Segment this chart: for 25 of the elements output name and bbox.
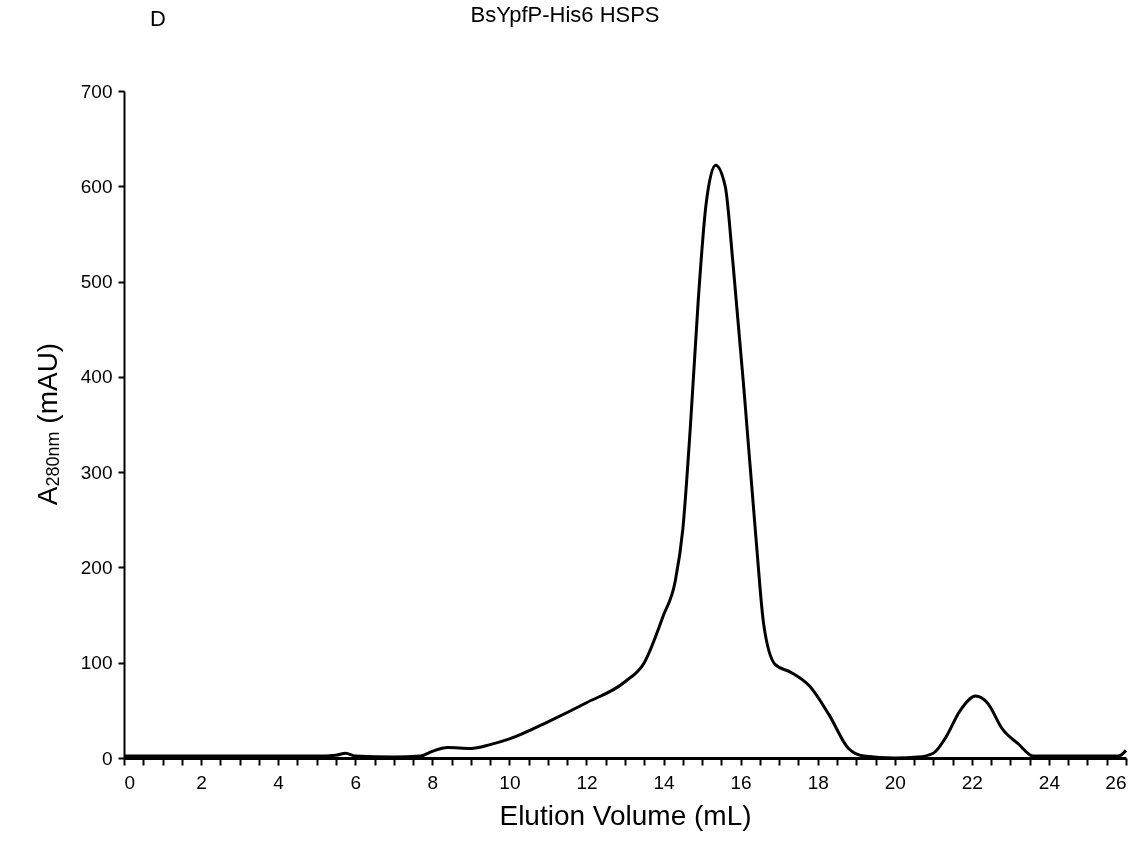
x-tick-label: 18 xyxy=(807,771,829,793)
x-tick-label: 6 xyxy=(350,771,362,793)
x-tick-label: 8 xyxy=(427,771,439,793)
y-tick-label: 600 xyxy=(80,175,113,197)
y-tick-label: 0 xyxy=(101,747,113,769)
x-tick-label: 0 xyxy=(124,771,136,793)
x-tick-label: 2 xyxy=(196,771,207,793)
x-tick-label: 22 xyxy=(961,771,983,793)
x-tick-label: 24 xyxy=(1038,771,1061,793)
x-tick-label: 4 xyxy=(273,771,285,793)
x-tick-label: 14 xyxy=(653,771,676,793)
x-tick-label: 12 xyxy=(576,771,598,793)
y-tick-label: 100 xyxy=(80,652,113,674)
y-tick-label: 700 xyxy=(80,80,113,102)
y-tick-label: 200 xyxy=(80,556,113,578)
text: D xyxy=(150,6,166,32)
x-axis-title: Elution Volume (mL) xyxy=(499,799,752,831)
x-tick-label: 16 xyxy=(730,771,752,793)
chart-title: BsYpfP-His6 HSPS xyxy=(470,2,660,27)
x-tick-label: 10 xyxy=(499,771,521,793)
y-tick-label: 400 xyxy=(80,366,113,388)
y-tick-label: 500 xyxy=(80,271,113,293)
x-tick-label: 26 xyxy=(1105,771,1127,793)
x-tick-label: 20 xyxy=(884,771,906,793)
y-tick-label: 300 xyxy=(80,461,113,483)
